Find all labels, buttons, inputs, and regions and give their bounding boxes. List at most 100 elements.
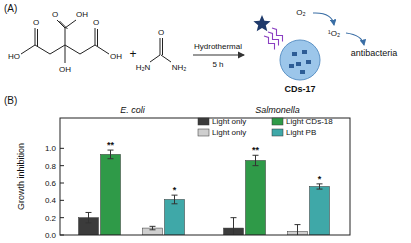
bond xyxy=(161,55,171,62)
error-cap xyxy=(172,203,178,204)
bond xyxy=(65,20,76,28)
conversion-arrow xyxy=(346,33,364,45)
error-cap xyxy=(86,212,92,213)
reaction-arrow xyxy=(193,54,244,55)
carbon-core xyxy=(300,70,305,74)
error-line xyxy=(110,150,111,159)
carbon-core xyxy=(289,64,294,68)
y-tick-label: 0.2 xyxy=(45,214,57,223)
legend-swatch xyxy=(272,129,283,136)
conversion-arrow xyxy=(313,13,334,25)
error-bar xyxy=(317,184,323,189)
error-bar xyxy=(86,212,92,222)
significance-mark: * xyxy=(318,174,322,184)
effect-label: antibacteria xyxy=(351,48,398,58)
plot-frame xyxy=(60,118,350,235)
atom-label: O xyxy=(158,28,164,37)
bond xyxy=(60,21,68,29)
category-title: E. coli xyxy=(120,105,146,115)
annotations: ****** xyxy=(107,140,322,195)
figure: (A)OOHOHOHOOOH+OH₂NNH₂Hydrothermal5 hCDs… xyxy=(0,0,411,243)
error-bar xyxy=(295,225,301,235)
legend-label: Light CDs-18 xyxy=(286,117,333,126)
condition-text: Hydrothermal xyxy=(194,42,242,51)
carbon-core xyxy=(292,52,297,56)
bar xyxy=(310,186,330,235)
atom-label: OH xyxy=(110,52,122,61)
bond xyxy=(37,29,38,46)
error-line xyxy=(233,218,234,235)
legend-label: Light only xyxy=(212,117,246,126)
error-bar xyxy=(172,195,178,204)
atom-label: HO xyxy=(8,52,20,61)
error-cap xyxy=(108,158,114,159)
carbon-core xyxy=(296,62,301,66)
carbon-dot xyxy=(280,40,320,80)
panel-a: (A)OOHOHOHOOOH+OH₂NNH₂Hydrothermal5 hCDs… xyxy=(4,3,397,94)
bar xyxy=(165,199,185,235)
bond xyxy=(57,20,65,28)
atom-label: O xyxy=(93,18,99,27)
bond xyxy=(160,38,161,55)
significance-mark: ** xyxy=(107,140,115,150)
error-bar xyxy=(253,155,259,165)
bar xyxy=(246,160,266,235)
atom-label: NH₂ xyxy=(172,63,187,72)
atom-label: OH xyxy=(76,10,88,19)
singlet-oxygen-label: ¹O₂ xyxy=(328,29,340,38)
y-tick-label: 0.6 xyxy=(45,179,57,188)
y-tick-label: 1.0 xyxy=(45,144,57,153)
oxygen-label: O₂ xyxy=(296,8,305,17)
y-tick-label: 0.4 xyxy=(45,196,57,205)
light-wave xyxy=(264,36,275,50)
canvas: (A)OOHOHOHOOOH+OH₂NNH₂Hydrothermal5 hCDs… xyxy=(0,0,411,243)
error-cap xyxy=(150,226,156,227)
bond xyxy=(65,28,66,45)
error-bar xyxy=(108,150,114,159)
legend-swatch xyxy=(272,118,283,125)
legend-label: Light PB xyxy=(286,128,316,137)
bond xyxy=(95,45,109,54)
panel-label: (B) xyxy=(4,95,17,106)
error-line xyxy=(319,184,320,189)
plot-marks xyxy=(79,150,330,235)
atom-label: O xyxy=(52,10,58,19)
y-axis-label: Growth inhibition xyxy=(16,143,26,210)
error-cap xyxy=(295,224,301,225)
bond xyxy=(35,45,50,54)
legend: Light only Light CDs-18 Light only Light PB xyxy=(198,117,333,137)
legend-swatch xyxy=(198,129,209,136)
y-tick-label: 0.8 xyxy=(45,162,57,171)
error-bar xyxy=(150,226,156,229)
atom-label: O xyxy=(33,18,39,27)
y-tick-label: 0.0 xyxy=(45,231,57,240)
y-tick xyxy=(60,200,64,201)
error-line xyxy=(174,195,175,204)
bond xyxy=(97,29,98,46)
error-cap xyxy=(231,217,237,218)
bond xyxy=(50,45,65,54)
y-tick xyxy=(60,183,64,184)
bond xyxy=(65,45,80,54)
bar xyxy=(101,154,121,235)
light-star xyxy=(253,15,270,31)
atom-label: OH xyxy=(59,65,71,74)
condition-text: 5 h xyxy=(212,60,223,69)
y-tick xyxy=(60,148,64,149)
panel-label: (A) xyxy=(4,3,17,14)
carbon-core xyxy=(306,60,311,64)
bond xyxy=(150,55,160,62)
bond xyxy=(65,45,66,63)
bond xyxy=(80,45,95,54)
legend-label: Light only xyxy=(212,128,246,137)
y-tick xyxy=(60,217,64,218)
error-cap xyxy=(86,222,92,223)
significance-mark: * xyxy=(173,185,177,195)
bond xyxy=(21,45,35,54)
error-line xyxy=(255,155,256,165)
error-cap xyxy=(253,165,259,166)
error-line xyxy=(88,212,89,222)
product-label: CDs-17 xyxy=(284,84,315,94)
plus-sign: + xyxy=(129,47,136,61)
significance-mark: ** xyxy=(252,145,260,155)
